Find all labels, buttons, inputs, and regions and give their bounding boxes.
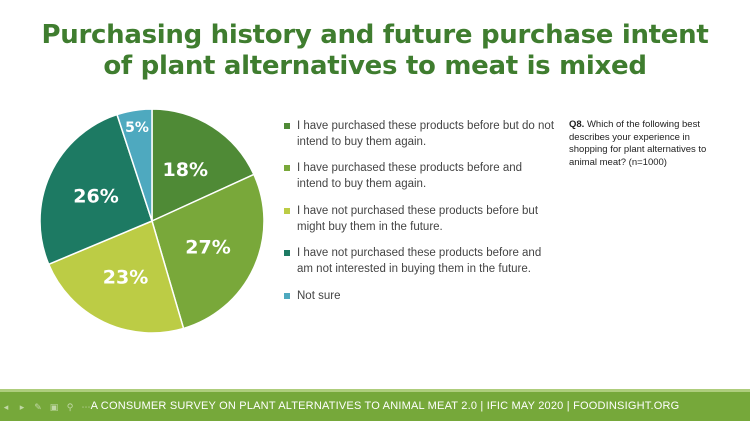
legend-swatch-1	[284, 123, 290, 129]
play-icon[interactable]: ▸	[19, 403, 25, 413]
pie-slice-4	[39, 113, 153, 266]
pie-label-1: 18%	[163, 159, 208, 181]
pie-label-3: 23%	[103, 267, 148, 289]
question-text: Which of the following best describes yo…	[569, 119, 707, 168]
pie-slice-2	[151, 173, 265, 330]
legend-swatch-4	[284, 250, 290, 256]
more-icon[interactable]: ⋯	[81, 403, 91, 413]
slides-icon[interactable]: ▣	[49, 403, 59, 413]
pie-label-5: 5%	[125, 120, 149, 136]
legend-label-5: Not sure	[297, 290, 341, 302]
search-icon[interactable]: ⚲	[66, 403, 74, 413]
presentation-controls: ◂ ▸ ✎ ▣ ⚲ ⋯	[0, 398, 92, 418]
footer-bar: A CONSUMER SURVEY ON PLANT ALTERNATIVES …	[0, 389, 750, 421]
legend-item-2: I have purchased these products before a…	[284, 160, 554, 192]
legend-item-1: I have purchased these products before b…	[284, 118, 554, 150]
legend-swatch-5	[284, 293, 290, 299]
pie-label-2: 27%	[185, 237, 230, 259]
previous-icon[interactable]: ◂	[3, 403, 9, 413]
footer-text: A CONSUMER SURVEY ON PLANT ALTERNATIVES …	[90, 400, 680, 412]
legend-swatch-3	[284, 208, 290, 214]
legend-label-1: I have purchased these products before b…	[297, 120, 555, 148]
legend-item-3: I have not purchased these products befo…	[284, 203, 554, 235]
legend-swatch-2	[284, 165, 290, 171]
title-line-2: of plant alternatives to meat is mixed	[103, 51, 647, 81]
question-note: Q8. Which of the following best describe…	[569, 119, 709, 169]
legend-label-2: I have purchased these products before a…	[297, 162, 523, 190]
legend-item-4: I have not purchased these products befo…	[284, 245, 554, 277]
pie-slice-3	[47, 219, 185, 334]
chart-legend: I have purchased these products before b…	[284, 118, 554, 304]
legend-item-5: Not sure	[284, 288, 554, 304]
pie-label-4: 26%	[73, 185, 118, 207]
pie-slice-5	[116, 108, 153, 222]
pie-slice-1	[151, 108, 255, 223]
title-line-1: Purchasing history and future purchase i…	[41, 20, 709, 50]
legend-label-3: I have not purchased these products befo…	[297, 205, 539, 233]
question-number: Q8.	[569, 119, 585, 130]
legend-label-4: I have not purchased these products befo…	[297, 247, 542, 275]
slide-title: Purchasing history and future purchase i…	[20, 20, 730, 82]
pen-icon[interactable]: ✎	[34, 403, 42, 413]
pie-chart: 18% 27% 23% 26% 5%	[39, 108, 265, 334]
